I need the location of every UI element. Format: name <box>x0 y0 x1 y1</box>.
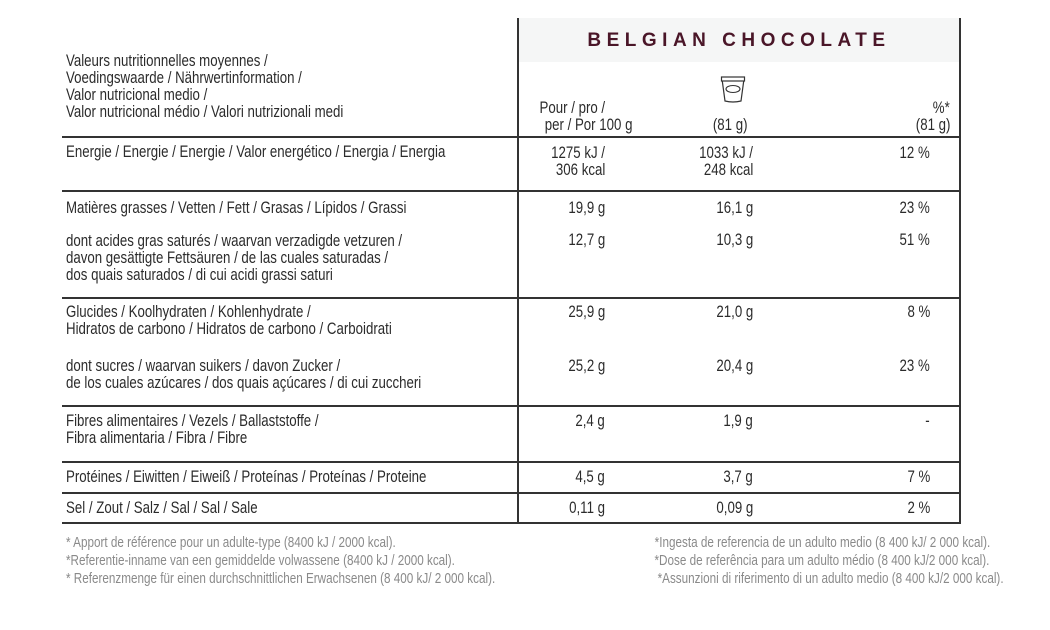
fat-percent: 23 % <box>899 198 930 217</box>
row-separator <box>62 492 961 494</box>
sugars-percent: 23 % <box>899 356 930 375</box>
salt-per-100g: 0,11 g <box>569 498 605 517</box>
table-bottom-border <box>62 522 961 524</box>
fibre-per-portion: 1,9 g <box>723 411 753 430</box>
row-separator <box>62 190 961 192</box>
nutrient-label-fat: Matières grasses / Vetten / Fett / Grasa… <box>66 198 407 217</box>
ice-cream-pot-icon <box>720 76 746 103</box>
sugars-per-100g: 25,2 g <box>568 356 605 375</box>
energy-per-portion: 1033 kJ / 248 kcal <box>699 143 753 179</box>
nutrient-label-energy: Energie / Energie / Energie / Valor ener… <box>66 142 446 161</box>
header-per-100g: Pour / pro / per / Por 100 g <box>539 98 633 134</box>
nutrient-label-saturates: dont acides gras saturés / waarvan verza… <box>66 231 403 284</box>
energy-per-100g: 1275 kJ / 306 kcal <box>551 143 605 179</box>
salt-per-portion: 0,09 g <box>716 498 753 517</box>
fat-per-portion: 16,1 g <box>716 198 753 217</box>
fat-per-100g: 19,9 g <box>568 198 605 217</box>
salt-percent: 2 % <box>907 498 930 517</box>
product-title: BELGIAN CHOCOLATE <box>587 30 891 51</box>
saturates-per-100g: 12,7 g <box>568 230 605 249</box>
footnotes-left: * Apport de référence pour un adulte-typ… <box>66 534 496 587</box>
sugars-per-portion: 20,4 g <box>716 356 753 375</box>
protein-percent: 7 % <box>907 467 930 486</box>
carbohydrates-per-100g: 25,9 g <box>568 302 605 321</box>
column-divider <box>517 18 519 523</box>
saturates-per-portion: 10,3 g <box>716 230 753 249</box>
protein-per-portion: 3,7 g <box>723 467 753 486</box>
saturates-percent: 51 % <box>899 230 930 249</box>
carbohydrates-percent: 8 % <box>907 302 930 321</box>
header-label: Valeurs nutritionnelles moyennes / Voedi… <box>66 51 344 121</box>
row-separator <box>62 136 961 138</box>
fibre-percent: - <box>925 411 930 430</box>
row-separator <box>62 405 961 407</box>
nutrient-label-sugars: dont sucres / waarvan suikers / davon Zu… <box>66 356 422 392</box>
nutrient-label-fibre: Fibres alimentaires / Vezels / Ballastst… <box>66 411 319 447</box>
nutrient-label-carbohydrates: Glucides / Koolhydraten / Kohlenhydrate … <box>66 302 392 338</box>
header-portion: (81 g) <box>712 115 748 134</box>
table-right-border <box>959 18 961 523</box>
protein-per-100g: 4,5 g <box>575 467 605 486</box>
carbohydrates-per-portion: 21,0 g <box>716 302 753 321</box>
nutrient-label-salt: Sel / Zout / Salz / Sal / Sal / Sale <box>66 498 258 517</box>
energy-percent: 12 % <box>899 143 930 162</box>
row-separator <box>62 461 961 463</box>
row-separator <box>62 297 961 299</box>
fibre-per-100g: 2,4 g <box>575 411 605 430</box>
nutrient-label-protein: Protéines / Eiwitten / Eiweiß / Proteína… <box>66 467 427 486</box>
header-percent-ri: %* (81 g) <box>915 98 950 134</box>
footnotes-right: *Ingesta de referencia de un adulto medi… <box>654 534 1004 587</box>
brand-header-band <box>519 18 959 62</box>
